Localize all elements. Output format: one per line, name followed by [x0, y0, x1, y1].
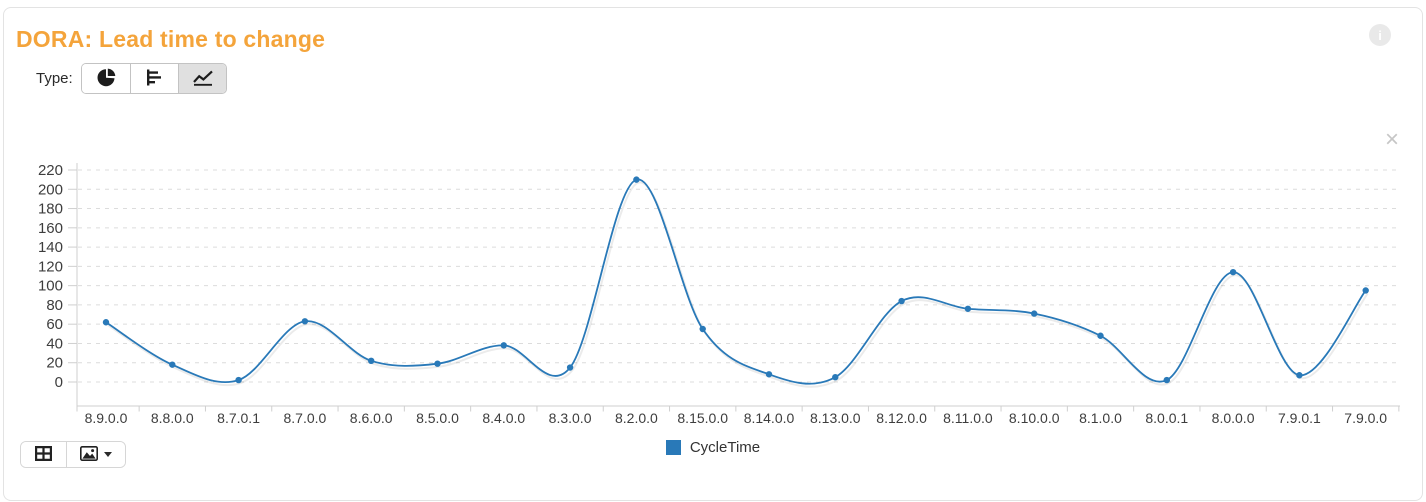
y-tick-label: 120	[38, 258, 63, 275]
series-point	[898, 297, 905, 305]
x-tick-label: 8.7.0.0	[283, 410, 326, 426]
chart-type-line-button[interactable]	[178, 64, 226, 93]
chevron-down-icon	[104, 452, 112, 457]
save-image-button[interactable]	[66, 442, 125, 467]
x-tick-label: 7.9.0.0	[1344, 410, 1387, 426]
series-point	[1229, 268, 1237, 276]
series-point	[102, 319, 110, 326]
x-tick-label: 8.0.0.0	[1212, 410, 1255, 426]
y-tick-label: 0	[55, 374, 63, 391]
series-point	[235, 376, 242, 384]
page-title: DORA: Lead time to change	[16, 26, 326, 52]
series-line-shadow	[107, 181, 1369, 388]
series-point	[1362, 287, 1369, 294]
close-icon[interactable]: ×	[1384, 126, 1399, 153]
info-icon[interactable]: i	[1369, 24, 1391, 46]
y-tick-label: 60	[46, 316, 63, 333]
series-point	[1097, 332, 1104, 339]
series-point	[1031, 310, 1038, 317]
series-line	[105, 178, 1367, 385]
series-point	[633, 176, 640, 183]
x-tick-label: 8.2.0.0	[615, 410, 658, 426]
x-tick-label: 8.8.0.0	[151, 410, 194, 426]
x-tick-label: 7.9.0.1	[1278, 410, 1321, 426]
export-image-icon	[80, 445, 98, 464]
x-tick-label: 8.1.0.0	[1079, 410, 1122, 426]
series-point	[765, 371, 773, 378]
series-point	[368, 357, 375, 364]
data-table-icon	[34, 445, 53, 465]
chart-type-pie-button[interactable]	[82, 64, 130, 93]
y-tick-label: 140	[38, 239, 63, 256]
series-point	[500, 342, 507, 349]
chart-type-group	[81, 63, 227, 94]
export-toolbar	[20, 441, 126, 468]
x-tick-label: 8.15.0.0	[677, 410, 728, 426]
y-tick-label: 80	[46, 297, 63, 314]
y-tick-label: 100	[38, 278, 63, 295]
chart-type-bar-button[interactable]	[130, 64, 178, 93]
legend-swatch	[665, 440, 681, 455]
y-tick-label: 200	[38, 181, 63, 198]
x-tick-label: 8.14.0.0	[744, 410, 795, 426]
legend-label: CycleTime	[689, 439, 761, 456]
series-point	[1163, 376, 1171, 384]
bar-chart-icon	[146, 69, 164, 89]
widget-card	[3, 7, 1423, 501]
series-point	[832, 373, 839, 381]
series-point	[699, 325, 706, 333]
y-tick-label: 220	[38, 162, 63, 179]
pie-chart-icon	[97, 68, 116, 90]
info-icon-glyph: i	[1378, 27, 1382, 43]
y-tick-label: 160	[38, 220, 63, 237]
x-tick-label: 8.3.0.0	[549, 410, 592, 426]
data-table-button[interactable]	[21, 442, 66, 467]
x-tick-label: 8.5.0.0	[416, 410, 459, 426]
cycletime-line-chart: 0 20 40 60 80 100 120 140 160 180 200 220 8.9.0.0 8.8…	[38, 162, 1400, 426]
series-point	[964, 305, 972, 312]
series-point	[434, 360, 441, 367]
line-chart-icon	[192, 69, 213, 89]
series-point	[301, 318, 309, 325]
series-point	[1296, 372, 1303, 379]
x-tick-label: 8.13.0.0	[810, 410, 861, 426]
type-label: Type:	[36, 70, 73, 87]
x-tick-label: 8.6.0.0	[350, 410, 393, 426]
series-point	[566, 364, 574, 371]
y-tick-label: 20	[46, 355, 63, 372]
x-tick-label: 8.7.0.1	[217, 410, 260, 426]
series-point	[169, 361, 176, 368]
x-tick-label: 8.0.0.1	[1145, 410, 1188, 426]
y-tick-label: 40	[46, 335, 63, 352]
x-tick-label: 8.10.0.0	[1009, 410, 1060, 426]
legend: CycleTime	[0, 439, 1426, 456]
x-tick-label: 8.4.0.0	[482, 410, 525, 426]
x-tick-label: 8.11.0.0	[943, 410, 993, 426]
y-tick-label: 180	[38, 201, 63, 218]
x-tick-label: 8.12.0.0	[876, 410, 927, 426]
x-tick-label: 8.9.0.0	[85, 410, 128, 426]
